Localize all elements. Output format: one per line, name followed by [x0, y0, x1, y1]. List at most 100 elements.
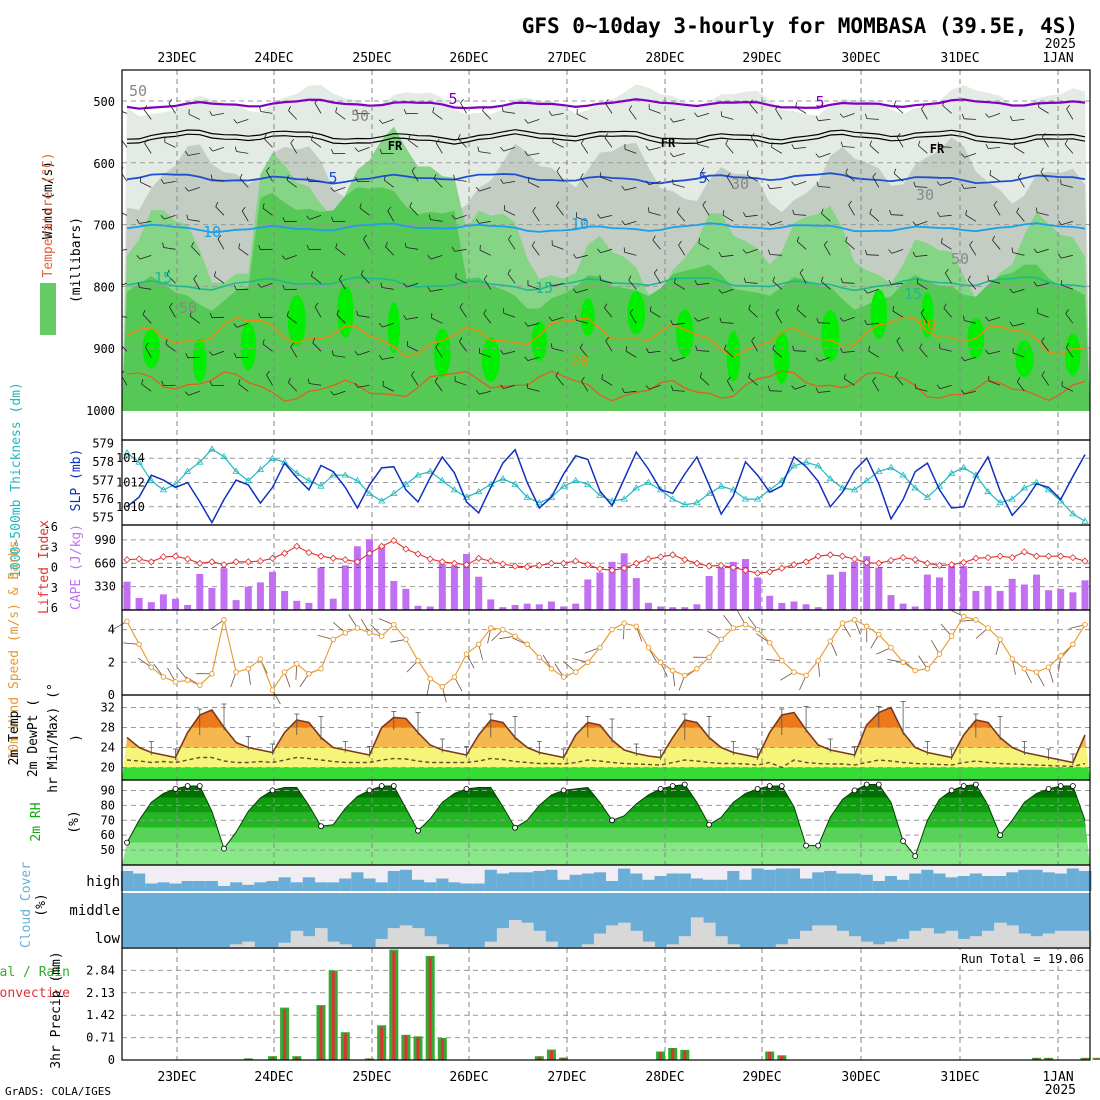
- precip-ylabel-convective: Convective: [0, 986, 70, 1001]
- wind-barb: [791, 144, 807, 150]
- high-cloud-bar: [436, 878, 449, 891]
- temp-band: [122, 767, 1090, 780]
- lifted-index-point: [123, 556, 131, 564]
- cape-bar: [802, 604, 810, 610]
- date-label-top: 28DEC: [645, 51, 684, 66]
- barb-flag: [435, 342, 439, 348]
- cape-bar: [911, 606, 919, 610]
- wind-barb: [360, 269, 370, 284]
- barb-flag: [840, 277, 843, 283]
- wind-speed-point: [184, 677, 191, 684]
- barb-staff: [650, 310, 661, 318]
- wind-barb: [355, 108, 370, 115]
- wind-barb: [233, 322, 249, 328]
- barb-staff: [649, 108, 661, 114]
- barb-staff: [891, 248, 904, 254]
- barb-staff: [746, 248, 758, 254]
- cape-bar: [123, 581, 131, 610]
- low-cloud-bar: [581, 944, 595, 947]
- high-cloud-bar: [496, 873, 510, 891]
- wind-barb: [1009, 288, 1025, 294]
- barb-staff: [964, 320, 976, 324]
- barb-staff: [721, 115, 734, 120]
- wind-barb: [621, 388, 637, 393]
- barb-flag: [548, 281, 553, 287]
- wind-barb: [503, 308, 516, 318]
- lifted-index-point: [632, 559, 640, 567]
- wind-barb: [839, 316, 855, 322]
- low-cloud-bar: [981, 930, 995, 947]
- wind-barb: [985, 143, 1001, 149]
- barb-flag: [330, 148, 334, 154]
- barb-flag: [748, 304, 751, 310]
- thickness-line: [126, 448, 1086, 522]
- high-cloud-bar: [1030, 869, 1043, 892]
- barb-flag: [621, 388, 625, 393]
- barb-flag: [799, 268, 804, 274]
- wind-speed-point: [378, 633, 385, 639]
- wind-speed-point: [475, 641, 482, 648]
- barb-flag: [695, 345, 698, 351]
- wind-speed-point: [354, 625, 361, 631]
- lifted-index-point: [729, 563, 737, 572]
- wind-barb: [895, 371, 904, 386]
- high-cloud-bar: [217, 886, 231, 891]
- precip-convective-bar: [331, 971, 335, 1060]
- lifted-index-point: [547, 559, 555, 567]
- wind-barb: [943, 303, 952, 318]
- barb-flag: [848, 200, 853, 206]
- barb-staff: [508, 239, 516, 250]
- wind-barb: [527, 280, 540, 290]
- barb-flag: [259, 106, 262, 112]
- date-label-bottom: 28DEC: [645, 1070, 684, 1085]
- barb-flag: [989, 170, 992, 176]
- barb-flag: [1065, 342, 1070, 348]
- barb-staff: [939, 214, 952, 217]
- barb-staff: [625, 350, 637, 358]
- precip-convective-bar: [440, 1038, 444, 1060]
- barb-flag: [746, 170, 749, 176]
- rh-point: [378, 783, 385, 789]
- thickness-point: [959, 463, 968, 471]
- barb-staff: [748, 377, 758, 386]
- contour-label: 5: [448, 90, 457, 108]
- barb-flag: [751, 336, 756, 342]
- lifted-index-point: [851, 555, 859, 563]
- wind-barb: [749, 99, 758, 114]
- barb-flag: [184, 391, 189, 396]
- cape-bar: [608, 561, 616, 610]
- wind-barb: [767, 385, 782, 392]
- wind-barb: [912, 251, 928, 257]
- barb-staff: [122, 345, 128, 352]
- thickness-point: [535, 499, 544, 506]
- barb-staff: [479, 352, 491, 358]
- wind-barb: [1057, 220, 1073, 226]
- rh-point: [1057, 783, 1064, 789]
- barb-staff: [382, 322, 394, 328]
- barb-flag: [162, 242, 164, 248]
- barb-staff: [672, 390, 685, 392]
- wind-barb: [475, 186, 491, 192]
- high-cloud-bg: [217, 866, 231, 891]
- barb-flag: [766, 221, 771, 226]
- wind-barb: [330, 186, 346, 192]
- wind-barb: [920, 308, 928, 324]
- wind-speed-point: [633, 623, 640, 630]
- barb-staff: [478, 220, 491, 224]
- low-cloud-bar: [824, 925, 837, 947]
- wind-barb: [306, 176, 322, 183]
- rh-max-blob: [580, 298, 595, 336]
- barb-staff: [122, 282, 128, 286]
- barb-flag: [355, 108, 358, 114]
- slp-ylabel-thickness: 1000~500mb Thickness (dm): [9, 382, 24, 578]
- barb-staff: [531, 245, 540, 256]
- pressure-tick: 900: [93, 342, 115, 356]
- high-cloud-bar: [157, 882, 170, 892]
- barb-staff: [333, 390, 346, 396]
- wind-barb: [1058, 253, 1073, 259]
- barb-staff: [600, 214, 613, 219]
- barb-staff: [988, 146, 1001, 149]
- barb-flag: [556, 166, 561, 172]
- barb-flag: [137, 282, 140, 288]
- wind-barb: [548, 316, 564, 322]
